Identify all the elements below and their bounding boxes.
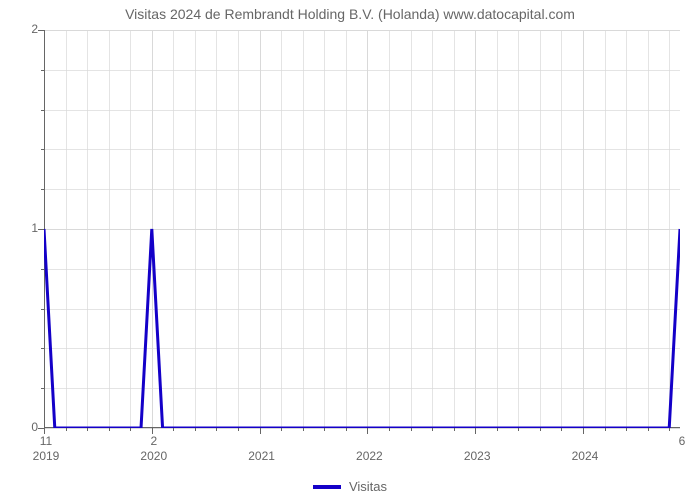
x-tick-minor (648, 428, 649, 431)
x-tick-minor (130, 428, 131, 431)
x-tick-minor (173, 428, 174, 431)
x-tick-label: 2021 (242, 449, 282, 463)
y-tick-label: 1 (20, 221, 38, 235)
x-tick-minor (87, 428, 88, 431)
x-tick-label: 2020 (134, 449, 174, 463)
x-tick-label: 2023 (457, 449, 497, 463)
chart-container: Visitas 2024 de Rembrandt Holding B.V. (… (0, 0, 700, 500)
legend-label: Visitas (349, 479, 387, 494)
x-tick-minor (109, 428, 110, 431)
x-tick (260, 428, 261, 434)
x-secondary-label: 6 (670, 434, 694, 448)
x-tick-minor (432, 428, 433, 431)
x-tick-minor (454, 428, 455, 431)
line-series (44, 30, 680, 428)
x-tick-minor (303, 428, 304, 431)
x-tick-minor (66, 428, 67, 431)
x-tick-minor (216, 428, 217, 431)
x-tick-minor (540, 428, 541, 431)
x-tick (475, 428, 476, 434)
x-tick (367, 428, 368, 434)
x-tick-label: 2022 (349, 449, 389, 463)
x-tick-minor (518, 428, 519, 431)
x-tick-minor (561, 428, 562, 431)
x-tick-label: 2019 (26, 449, 66, 463)
chart-title: Visitas 2024 de Rembrandt Holding B.V. (… (0, 6, 700, 22)
legend: Visitas (0, 478, 700, 494)
y-grid-major (44, 428, 680, 429)
x-tick-minor (669, 428, 670, 431)
plot-area: 2019202020212022202320241126012 (44, 30, 680, 428)
x-secondary-label: 2 (142, 434, 166, 448)
x-tick-minor (605, 428, 606, 431)
x-tick-minor (389, 428, 390, 431)
x-tick (583, 428, 584, 434)
x-tick-minor (195, 428, 196, 431)
y-tick-label: 0 (20, 420, 38, 434)
x-secondary-label: 11 (34, 434, 58, 448)
x-tick-minor (411, 428, 412, 431)
y-tick-label: 2 (20, 22, 38, 36)
x-tick-minor (497, 428, 498, 431)
x-tick-minor (281, 428, 282, 431)
x-tick-minor (324, 428, 325, 431)
x-tick-minor (346, 428, 347, 431)
y-tick (38, 428, 44, 429)
x-tick-minor (626, 428, 627, 431)
x-tick-minor (238, 428, 239, 431)
legend-swatch (313, 485, 341, 489)
x-tick-label: 2024 (565, 449, 605, 463)
